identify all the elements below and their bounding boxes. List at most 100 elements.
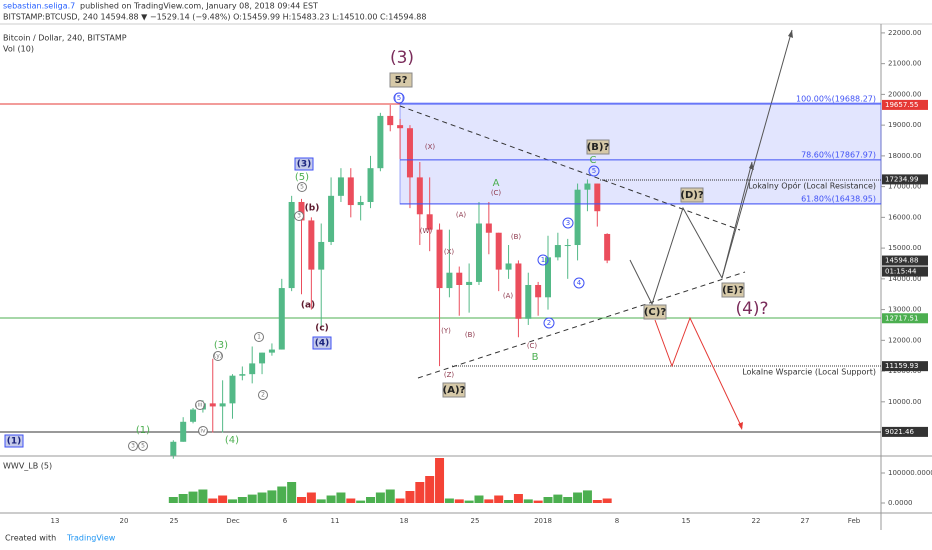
candle-body — [209, 403, 216, 407]
candle-body — [328, 195, 335, 242]
label-box — [721, 282, 745, 298]
x-tick-label: 15 — [682, 517, 691, 525]
indicator-title: WWV_LB (5) — [3, 462, 52, 471]
footer-created: Created with — [5, 534, 56, 543]
arrow-head — [738, 422, 743, 430]
wwv-bar — [297, 497, 306, 503]
wave-label: (1) — [7, 437, 22, 447]
y-tick-label: 100000.0000 — [888, 469, 932, 477]
label-circle — [213, 351, 223, 361]
label-box — [389, 72, 413, 88]
price-level-label: 11159.93 — [885, 362, 918, 370]
candle-body — [535, 284, 542, 298]
wwv-bar — [385, 489, 395, 503]
candle-body — [406, 128, 413, 178]
candle-body — [190, 409, 197, 422]
candle-body — [268, 349, 275, 353]
wwv-bar — [592, 500, 602, 503]
wave-label: (W) — [420, 227, 433, 235]
wwv-bar — [602, 498, 612, 503]
wave-label: C — [590, 155, 597, 166]
label-circle — [537, 254, 549, 266]
candle-body — [564, 245, 571, 247]
label-circle — [393, 92, 405, 104]
arrow-head — [788, 30, 793, 38]
y-tick-label: 14000.00 — [888, 275, 921, 283]
wave-label: 5 — [300, 184, 304, 191]
wwv-bar — [405, 491, 415, 503]
candle-body — [485, 223, 492, 233]
x-tick-label: Feb — [848, 517, 861, 525]
wwv-bar — [395, 498, 405, 503]
price-level-label: 14594.88 — [885, 257, 918, 265]
candle-body — [594, 183, 601, 212]
wwv-bar — [444, 498, 454, 503]
candle-body — [308, 220, 315, 270]
wwv-bar — [326, 495, 336, 503]
wave-label: (A) — [503, 292, 514, 300]
y-tick-label: 13000.00 — [888, 306, 921, 314]
candle-body — [249, 363, 256, 375]
wave-label: (1) — [136, 425, 150, 436]
wave-label: (3) — [214, 340, 228, 351]
y-tick-label: 17000.00 — [888, 183, 921, 191]
y-tick-label: 22000.00 — [888, 29, 921, 37]
label-box — [643, 304, 667, 320]
wwv-bar — [425, 476, 435, 503]
price-level-tag — [882, 426, 928, 437]
projection-down — [654, 316, 743, 429]
fib-zone — [399, 102, 882, 205]
wave-label: 1 — [257, 334, 261, 341]
label-box — [680, 187, 704, 203]
candle-body — [446, 272, 453, 289]
wave-label: (B)? — [587, 142, 610, 153]
publisher[interactable]: sebastian.seliga.7 — [3, 2, 75, 11]
fib-label: 100.00%(19688.27) — [796, 94, 876, 103]
candle-body — [357, 201, 364, 206]
y-tick-label: 20000.00 — [888, 90, 921, 98]
x-tick-label: 22 — [752, 517, 761, 525]
wave-label: 5? — [395, 75, 408, 86]
wwv-bar — [306, 492, 316, 503]
candle-body — [229, 375, 236, 404]
wave-label: (A)? — [443, 385, 466, 396]
candle-body — [337, 177, 344, 196]
candle-body — [466, 281, 473, 285]
candle-body — [288, 201, 295, 289]
footer-brand[interactable]: TradingView — [66, 534, 116, 543]
y-tick-label: 18000.00 — [888, 152, 921, 160]
y-tick-label: 15000.00 — [888, 244, 921, 252]
wwv-bar — [168, 497, 178, 503]
wave-label: 2 — [547, 319, 551, 327]
label-circle — [128, 441, 138, 451]
candle-body — [377, 115, 384, 169]
y-tick-label: 10000.00 — [888, 398, 921, 406]
label-circle — [294, 211, 304, 221]
x-tick-label: 2018 — [534, 517, 552, 525]
countdown: 01:15:44 — [885, 268, 917, 276]
label-circle — [254, 332, 264, 342]
price-level-label: 17234.99 — [885, 175, 918, 183]
wave-label: (iv) — [198, 428, 208, 435]
label-circle — [297, 182, 307, 192]
x-tick-label: 20 — [120, 517, 129, 525]
wwv-bar — [494, 495, 504, 503]
candle-body — [584, 183, 591, 190]
candle-body — [525, 284, 532, 319]
candle-body — [367, 168, 374, 202]
wwv-bar — [188, 491, 198, 503]
wave-label: (X) — [425, 143, 436, 151]
wave-label: 1 — [541, 256, 545, 264]
label-circle — [138, 441, 148, 451]
wwv-bar — [218, 495, 228, 503]
wwv-bar — [366, 497, 376, 503]
wwv-bar — [474, 495, 484, 503]
candle-body — [554, 245, 561, 258]
label-box — [312, 336, 332, 350]
wwv-bar — [316, 499, 326, 503]
wave-label: (4) — [225, 435, 239, 446]
wave-label: 3 — [566, 219, 570, 227]
label-circle — [258, 390, 268, 400]
wave-label: (B) — [511, 233, 522, 241]
projection — [721, 161, 753, 279]
